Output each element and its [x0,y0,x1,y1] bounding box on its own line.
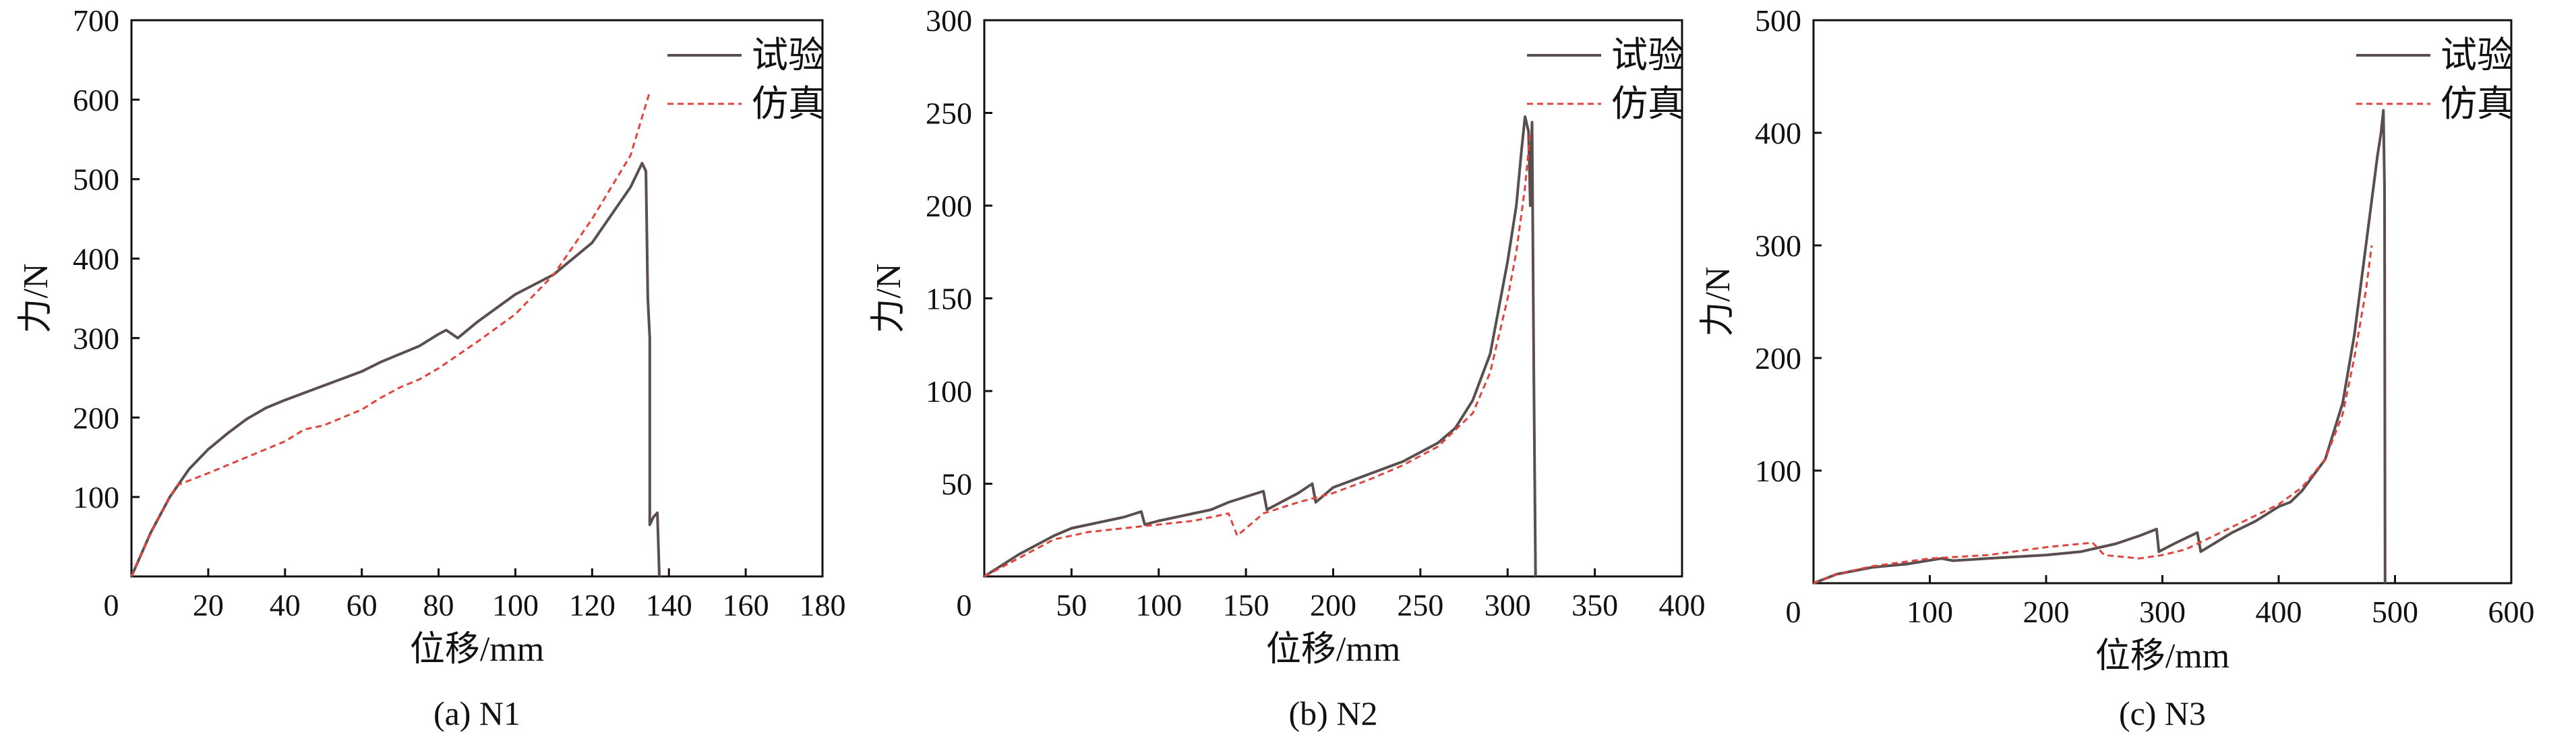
x-tick-label: 40 [270,588,301,622]
origin-label: 0 [104,588,119,622]
x-tick-label: 60 [347,588,378,622]
y-tick-label: 200 [926,189,972,223]
x-tick-label: 100 [1907,595,1953,629]
y-tick-label: 50 [941,467,972,502]
chart-panel-3: 0 100 200 300 400 500 600 100 200 300 400 500 位移/mm 力… [1699,3,2535,732]
x-tick-label: 140 [646,588,692,622]
x-tick-label: 200 [1310,588,1356,622]
y-tick-label: 100 [73,480,119,514]
y-tick-label: 400 [1755,116,1801,150]
x-tick-label: 100 [1135,588,1182,622]
x-tick-label: 400 [2256,595,2302,629]
x-axis-label: 位移/mm [2095,637,2229,676]
x-tick-label: 250 [1397,588,1443,622]
test-line [1813,109,2387,585]
chart-caption: (a) N1 [433,694,520,732]
x-tick-label: 80 [423,588,454,622]
legend-label: 试验 [1611,35,1684,76]
y-axis-label: 力/N [870,263,908,333]
plot-frame [1812,19,2513,585]
chart-panel-1: 0 20 40 60 80 100 120 140 160 180 100 200 300 400 500 6… [17,3,846,732]
chart-caption: (c) N3 [2119,694,2206,732]
y-tick-label: 400 [73,242,119,276]
x-tick-label: 350 [1571,588,1618,622]
y-axis-label: 力/N [1699,266,1737,336]
x-tick-label: 180 [800,588,846,622]
y-axis-label: 力/N [17,263,55,333]
origin-label: 0 [957,588,972,622]
y-tick-label: 600 [73,83,119,117]
y-tick-label: 200 [73,400,119,435]
legend-label: 仿真 [2440,84,2513,124]
x-tick-label: 600 [2488,595,2535,629]
x-tick-label: 200 [2023,595,2070,629]
y-tick-label: 300 [926,3,972,38]
origin-label: 0 [1786,595,1801,629]
x-tick-label: 150 [1223,588,1269,622]
y-tick-label: 300 [73,321,119,355]
legend-label: 仿真 [752,84,825,124]
simulation-line [1813,245,2373,585]
x-tick-label: 120 [569,588,616,622]
x-tick-label: 100 [492,588,539,622]
chart-panel-2: 0 50 100 150 200 250 300 350 400 50 100 150 200 250 30… [870,3,1706,732]
chart-caption: (b) N2 [1289,694,1378,732]
x-tick-label: 300 [1485,588,1531,622]
y-tick-label: 700 [73,3,119,38]
x-tick-label: 500 [2372,595,2418,629]
x-tick-label: 20 [193,588,224,622]
y-tick-label: 200 [1755,341,1801,376]
simulation-line [984,131,1532,578]
y-tick-label: 300 [1755,229,1801,263]
legend-label: 仿真 [1611,84,1684,124]
test-line [130,162,661,577]
y-tick-label: 500 [1755,3,1801,38]
y-tick-label: 500 [73,162,119,197]
x-tick-label: 400 [1659,588,1706,622]
legend-label: 试验 [2440,35,2513,76]
x-tick-label: 300 [2139,595,2186,629]
x-tick-label: 50 [1056,588,1087,622]
y-tick-label: 150 [926,282,972,316]
y-tick-label: 100 [1755,454,1801,488]
y-tick-label: 100 [926,374,972,409]
legend-label: 试验 [752,35,825,76]
simulation-line [130,91,651,577]
x-axis-label: 位移/mm [1266,630,1400,669]
y-tick-label: 250 [926,96,972,131]
test-line [983,115,1537,578]
x-axis-label: 位移/mm [410,630,544,669]
plot-frame [130,19,824,578]
x-tick-label: 160 [723,588,769,622]
